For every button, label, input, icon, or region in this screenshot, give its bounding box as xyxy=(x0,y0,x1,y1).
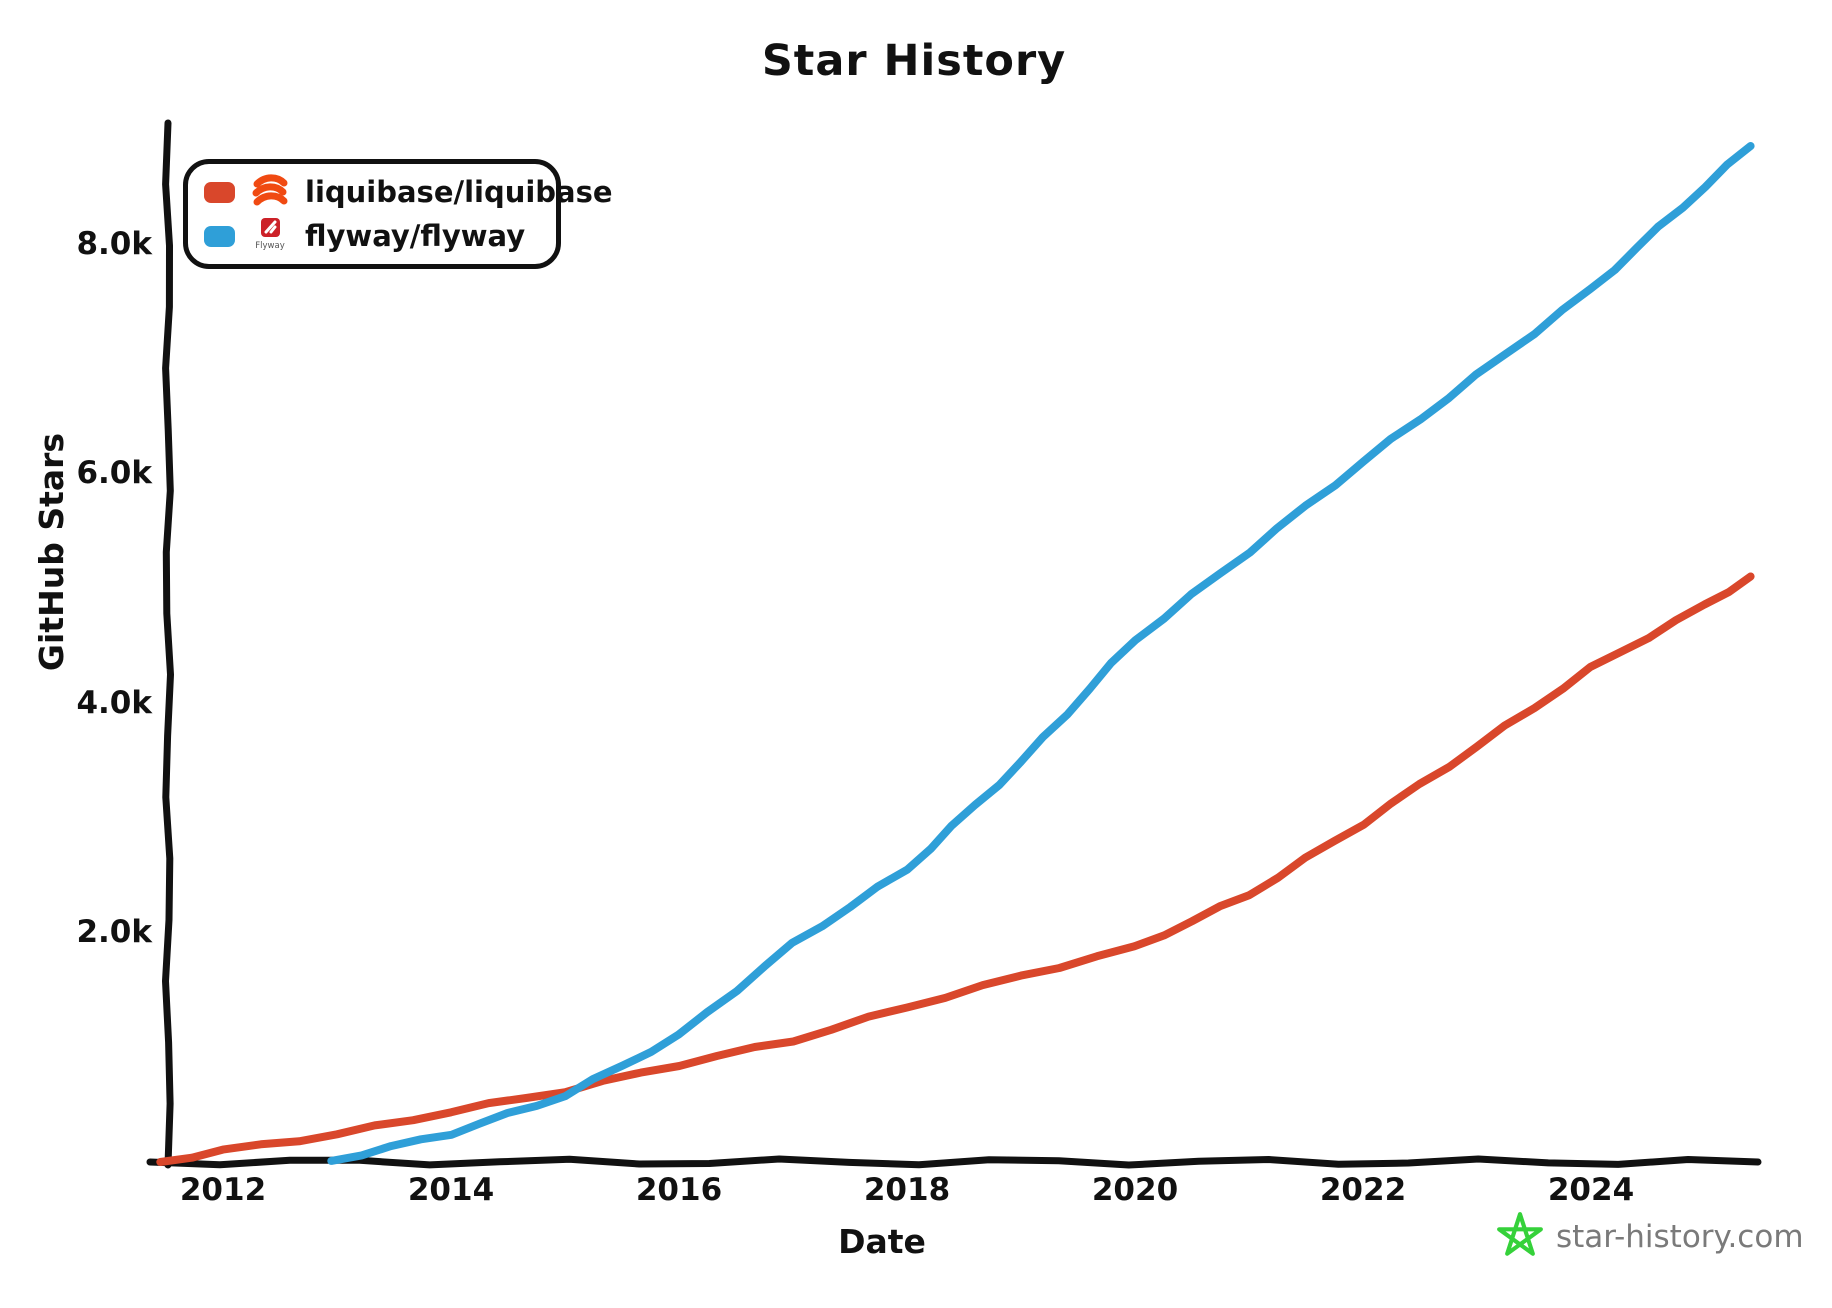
y-tick-label: 4.0k xyxy=(76,684,152,721)
star-icon xyxy=(1494,1210,1546,1264)
x-tick-label: 2022 xyxy=(1319,1172,1407,1208)
legend-label: flyway/flyway xyxy=(305,219,526,253)
x-axis-line xyxy=(146,1155,1762,1169)
series-line-flyway xyxy=(327,142,1755,1165)
x-tick-label: 2018 xyxy=(863,1172,951,1208)
x-tick-label: 2016 xyxy=(635,1172,723,1208)
x-tick-label: 2012 xyxy=(179,1172,267,1208)
y-axis-line xyxy=(162,119,174,1169)
legend-item-flyway[interactable]: Flyway flyway/flyway xyxy=(204,216,546,256)
series-line-liquibase xyxy=(156,572,1755,1166)
x-axis-title: Date xyxy=(838,1222,926,1261)
liquibase-color-swatch xyxy=(204,181,235,203)
legend: liquibase/liquibase Flyway flyway/flyway xyxy=(183,159,613,269)
x-tick-label: 2014 xyxy=(407,1172,495,1208)
y-tick-label: 6.0k xyxy=(76,455,152,492)
flyway-logo-icon: Flyway xyxy=(250,216,290,256)
legend-label: liquibase/liquibase xyxy=(305,175,613,209)
liquibase-logo-icon xyxy=(250,172,290,212)
flyway-color-swatch xyxy=(204,225,235,247)
page-title: Star History xyxy=(761,36,1067,86)
x-tick-label: 2024 xyxy=(1547,1172,1635,1208)
y-tick-label: 8.0k xyxy=(76,225,152,262)
svg-text:Flyway: Flyway xyxy=(255,241,284,251)
watermark-text: star-history.com xyxy=(1556,1219,1804,1255)
x-tick-label: 2020 xyxy=(1091,1172,1179,1208)
y-tick-label: 2.0k xyxy=(76,914,152,951)
legend-item-liquibase[interactable]: liquibase/liquibase xyxy=(204,172,613,212)
watermark-link[interactable]: star-history.com xyxy=(1494,1210,1804,1264)
